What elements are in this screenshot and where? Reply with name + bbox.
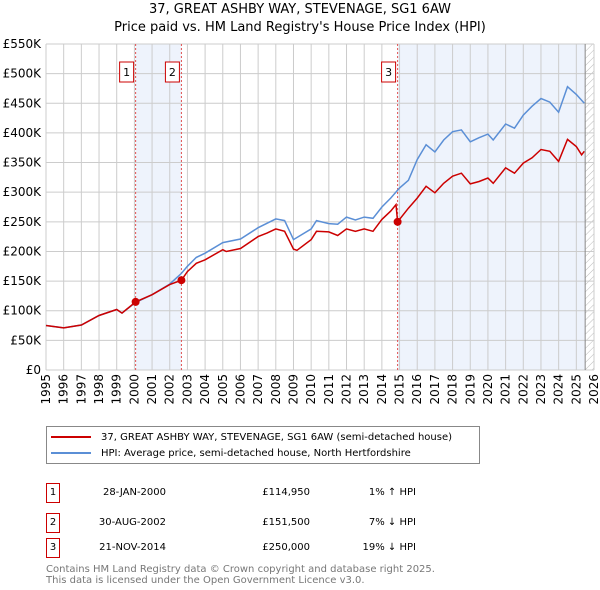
x-tick-label: 2014 [375, 374, 389, 405]
x-tick-label: 2022 [516, 374, 530, 405]
y-tick-label: £450K [3, 96, 43, 110]
x-tick-label: 2000 [127, 374, 141, 405]
x-tick-label: 2021 [499, 374, 513, 405]
footer: Contains HM Land Registry data © Crown c… [46, 564, 435, 586]
sale-point [393, 217, 402, 226]
hpi-line [45, 85, 585, 329]
x-tick-label: 1997 [74, 374, 88, 405]
hpi-diff: 19% ↓ HPI [362, 542, 416, 553]
x-tick-label: 2015 [393, 374, 407, 405]
x-tick-label: 2012 [340, 374, 354, 405]
x-tick-label: 2019 [463, 374, 477, 405]
x-tick-label: 1995 [39, 374, 53, 405]
sale-date: 28-JAN-2000 [102, 487, 166, 498]
shaded-region [397, 44, 586, 370]
price-chart: £0 £50K £100K £150K £200K £250K £300K £350K £400… [3, 37, 600, 405]
sale-label-box [381, 61, 397, 83]
x-tick-label: 2006 [233, 374, 247, 405]
y-tick-label: £250K [3, 215, 43, 229]
x-tick-label: 2025 [569, 374, 583, 405]
sale-marker-badge: 2 [46, 513, 60, 533]
x-tick-label: 2020 [481, 374, 495, 405]
sale-price: £114,950 [262, 487, 310, 498]
sale-point [177, 276, 186, 285]
y-tick-label: £400K [3, 126, 43, 140]
y-tick-label: £50K [10, 333, 42, 347]
y-tick-label: £300K [3, 185, 43, 199]
y-tick-label: £200K [3, 244, 43, 258]
legend-label: HPI: Average price, semi-detached house,… [101, 447, 411, 459]
chart-subtitle: Price paid vs. HM Land Registry's House … [114, 20, 486, 35]
legend-item-property: 37, GREAT ASHBY WAY, STEVENAGE, SG1 6AW … [51, 430, 452, 444]
hpi-diff: 1% ↑ HPI [368, 487, 416, 498]
x-tick-label: 2008 [269, 374, 283, 405]
x-tick-label: 2024 [552, 374, 566, 405]
x-tick-label: 2011 [322, 374, 336, 405]
footer-line: Contains HM Land Registry data © Crown c… [46, 564, 435, 575]
y-tick-label: £100K [3, 304, 43, 318]
sale-price: £151,500 [262, 517, 310, 528]
x-tick-label: 2005 [216, 374, 230, 405]
sale-point [131, 297, 140, 306]
x-tick-label: 2017 [428, 374, 442, 405]
x-tick-label: 2026 [587, 374, 600, 405]
y-tick-label: £550K [3, 37, 43, 51]
y-tick-label: £350K [3, 156, 43, 170]
chart-title: 37, GREAT ASHBY WAY, STEVENAGE, SG1 6AW [148, 2, 451, 17]
table-row: 3 21-NOV-2014 £250,000 19% ↓ HPI [46, 538, 546, 558]
x-tick-label: 1996 [57, 374, 71, 405]
sale-label-box [119, 61, 135, 83]
table-row: 1 28-JAN-2000 £114,950 1% ↑ HPI [46, 483, 546, 503]
y-tick-label: £500K [3, 67, 43, 81]
legend-item-hpi: HPI: Average price, semi-detached house,… [51, 446, 411, 460]
legend-swatch-blue [51, 452, 91, 454]
hpi-diff: 7% ↓ HPI [368, 517, 416, 528]
legend: 37, GREAT ASHBY WAY, STEVENAGE, SG1 6AW … [46, 426, 480, 464]
x-tick-label: 2010 [304, 374, 318, 405]
legend-swatch-red [51, 436, 91, 438]
x-tick-label: 2001 [145, 374, 159, 405]
x-tick-label: 2013 [357, 374, 371, 405]
sale-marker-badge: 3 [46, 538, 60, 558]
y-tick-label: £150K [3, 274, 43, 288]
x-tick-label: 2007 [251, 374, 265, 405]
sale-label: 2 [169, 66, 176, 79]
shaded-region [135, 44, 182, 370]
sale-label-box [164, 61, 180, 83]
sale-label: 3 [385, 66, 392, 79]
y-tick-label: £0 [26, 363, 41, 377]
sale-label: 1 [123, 66, 130, 79]
x-tick-label: 1999 [110, 374, 124, 405]
x-tick-label: 2009 [286, 374, 300, 405]
x-tick-label: 1998 [92, 374, 106, 405]
sale-date: 21-NOV-2014 [99, 542, 166, 553]
legend-label: 37, GREAT ASHBY WAY, STEVENAGE, SG1 6AW … [101, 431, 453, 443]
x-tick-label: 2018 [446, 374, 460, 405]
x-tick-label: 2003 [180, 374, 194, 405]
x-tick-label: 2023 [534, 374, 548, 405]
forecast-hatch [585, 44, 594, 370]
x-tick-label: 2002 [163, 374, 177, 405]
footer-line: This data is licensed under the Open Gov… [46, 575, 365, 586]
sale-marker-badge: 1 [46, 483, 60, 503]
sale-price: £250,000 [262, 542, 310, 553]
sale-date: 30-AUG-2002 [98, 517, 166, 528]
x-tick-label: 2016 [410, 374, 424, 405]
table-row: 2 30-AUG-2002 £151,500 7% ↓ HPI [46, 513, 546, 533]
x-tick-label: 2004 [198, 374, 212, 405]
